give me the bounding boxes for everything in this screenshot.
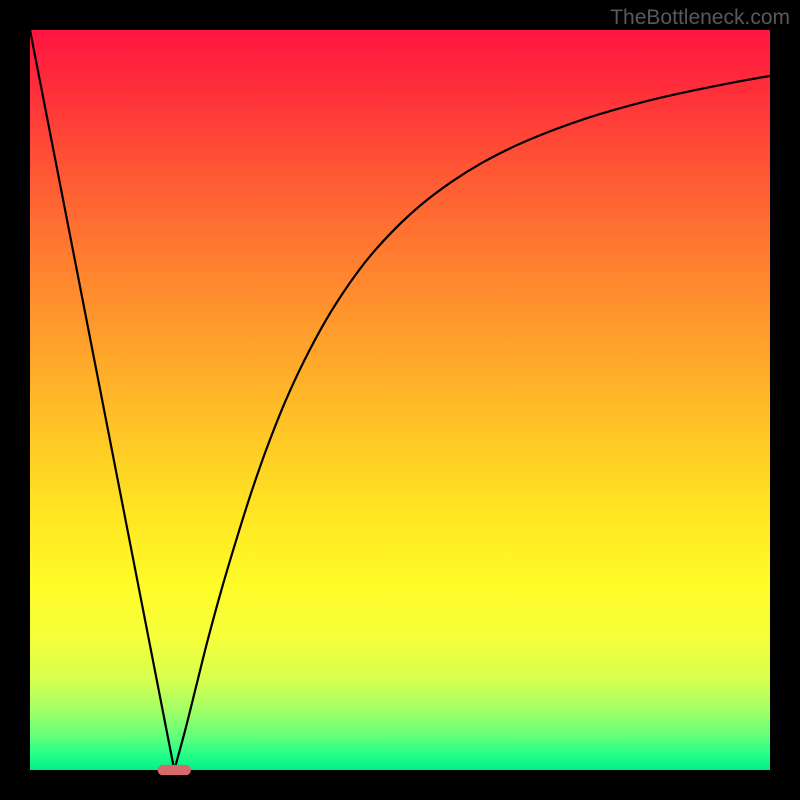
- chart-container: TheBottleneck.com: [0, 0, 800, 800]
- bottleneck-chart: [0, 0, 800, 800]
- plot-background-gradient: [30, 30, 770, 770]
- optimal-marker: [158, 765, 191, 775]
- watermark-text: TheBottleneck.com: [610, 6, 790, 30]
